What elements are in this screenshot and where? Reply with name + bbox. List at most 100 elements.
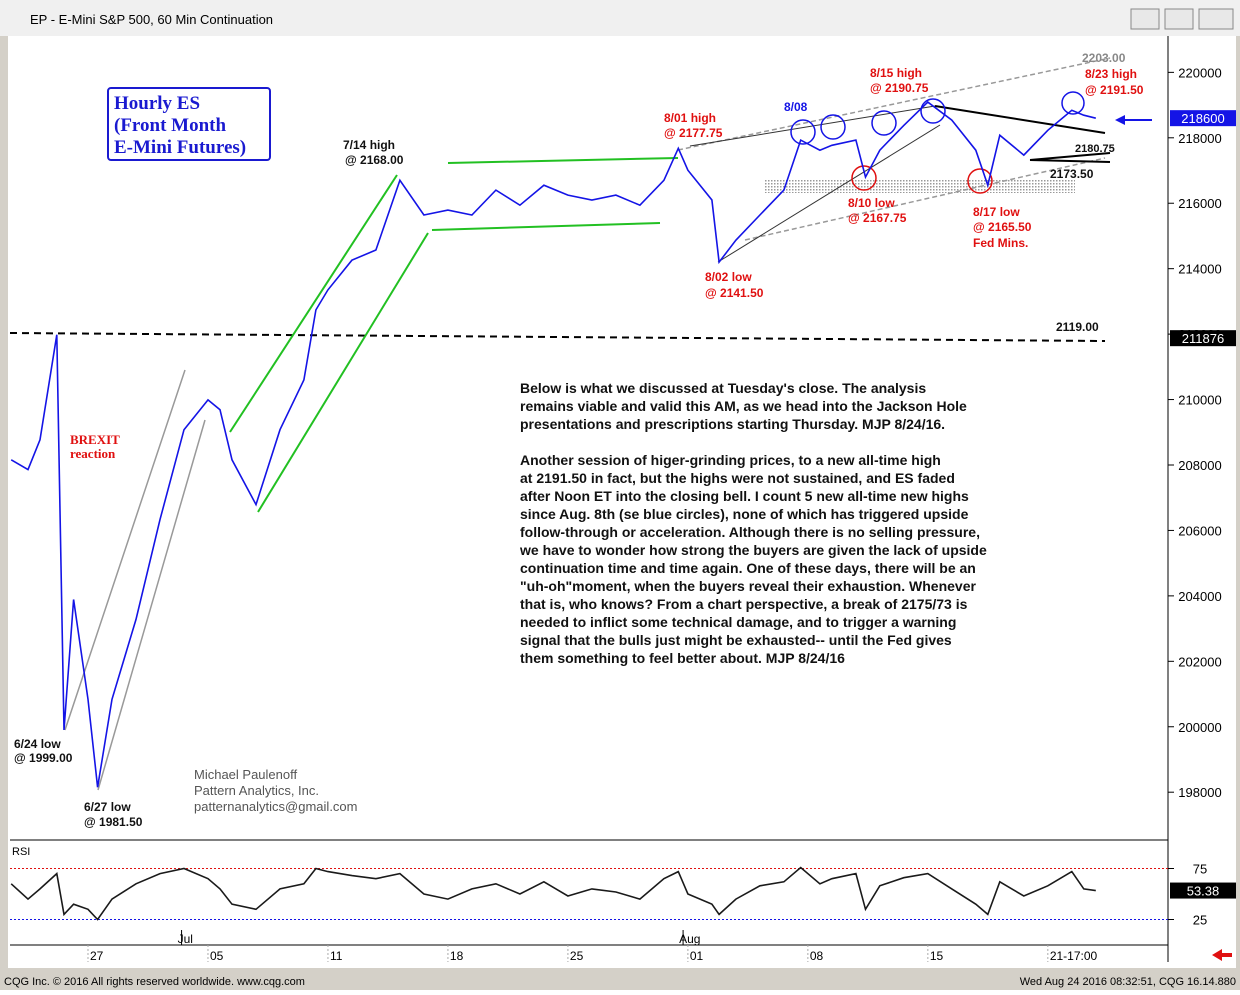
annotation: BREXIT (70, 432, 120, 447)
annotation: @ 2190.75 (870, 81, 929, 95)
status-bar (0, 970, 1240, 990)
box-line: (Front Month (114, 115, 226, 136)
minimize-button[interactable] (1130, 8, 1160, 30)
y-tick-label: 218000 (1178, 131, 1221, 146)
trend-line (717, 124, 941, 263)
status-left: CQG Inc. © 2016 All rights reserved worl… (4, 976, 305, 988)
annotation: 8/23 high (1085, 67, 1137, 81)
trend-line (677, 57, 1111, 151)
trend-line (97, 419, 206, 791)
high-circle (790, 119, 816, 145)
annotation: @ 2141.50 (705, 286, 764, 300)
annotation: 2180.75 (1075, 143, 1115, 155)
month-label: Jul (178, 932, 193, 946)
pane-title: RSI (12, 846, 30, 858)
close-button[interactable] (1198, 8, 1234, 30)
trend-line (1029, 159, 1111, 163)
trend-line (229, 174, 398, 433)
annotation: @ 2168.00 (345, 153, 404, 167)
y-tick-label: 208000 (1178, 458, 1221, 473)
box-line: E-Mini Futures) (114, 137, 246, 158)
support-band (765, 180, 1075, 193)
y-tick-label: 198000 (1178, 785, 1221, 800)
commentary-line: continuation time and time again. One of… (520, 560, 976, 576)
y-tick-label: 75 (1193, 862, 1207, 877)
annotation: @ 1981.50 (84, 815, 143, 829)
month-label: Aug (679, 932, 700, 946)
maximize-button[interactable] (1164, 8, 1194, 30)
x-tick-label: 27 (90, 949, 104, 963)
annotation: 8/17 low (973, 205, 1020, 219)
y-tick-label: 200000 (1178, 720, 1221, 735)
annotation: 6/24 low (14, 737, 61, 751)
commentary-line: we have to wonder how strong the buyers … (519, 542, 987, 558)
price-marker-label: 53.38 (1187, 884, 1220, 899)
trend-line (257, 232, 429, 513)
commentary-line: signal that the bulls just might be exha… (520, 632, 952, 648)
y-tick-label: 210000 (1178, 393, 1221, 408)
price-marker (1170, 110, 1236, 127)
annotation: 2203.00 (1082, 51, 1126, 65)
annotation: @ 2177.75 (664, 126, 723, 140)
high-circle (871, 110, 897, 136)
annotation: 2173.50 (1050, 167, 1094, 181)
x-tick-label: 08 (810, 949, 824, 963)
high-circle (920, 98, 946, 124)
x-tick-label: 25 (570, 949, 584, 963)
annotation: 8/02 low (705, 270, 752, 284)
commentary-line: Another session of higer-grinding prices… (520, 452, 941, 468)
commentary-line: that is, who knows? From a chart perspec… (520, 596, 968, 612)
x-tick-label: 01 (690, 949, 704, 963)
annotation: @ 1999.00 (14, 751, 73, 765)
low-circle (851, 165, 877, 191)
commentary-line: follow-through or acceleration. Although… (520, 524, 980, 540)
commentary-line: Below is what we discussed at Tuesday's … (520, 380, 926, 396)
price-line (10, 866, 1096, 921)
low-circle (967, 168, 993, 194)
y-tick-label: 204000 (1178, 589, 1221, 604)
high-circle (820, 114, 846, 140)
x-tick-label: 18 (450, 949, 464, 963)
y-tick-label: 216000 (1178, 196, 1221, 211)
scroll-arrow[interactable] (1212, 949, 1232, 961)
x-tick-label: 15 (930, 949, 944, 963)
x-tick-label: 11 (330, 949, 343, 963)
trend-line (689, 105, 936, 147)
y-tick-label: 202000 (1178, 654, 1221, 669)
x-tick-label: 21-17:00 (1050, 949, 1098, 963)
price-marker-label: 218600 (1181, 111, 1224, 126)
annotation: @ 2165.50 (973, 220, 1032, 234)
commentary-line: remains viable and valid this AM, as we … (520, 398, 967, 414)
trend-line (744, 157, 1106, 241)
trend-line (447, 157, 679, 164)
annotation: 2119.00 (1056, 320, 1099, 334)
arrow-head (1115, 115, 1125, 125)
price-marker (1170, 882, 1236, 899)
commentary-line: since Aug. 8th (se blue circles), none o… (520, 506, 969, 522)
commentary-line: presentations and prescriptions starting… (520, 416, 945, 432)
author: Pattern Analytics, Inc. (194, 783, 319, 798)
annotation: 8/10 low (848, 196, 895, 210)
annotation: Fed Mins. (973, 236, 1028, 250)
commentary-line: after Noon ET into the closing bell. I c… (520, 488, 969, 504)
price-marker (1170, 330, 1236, 347)
status-right: Wed Aug 24 2016 08:32:51, CQG 16.14.880 (1020, 976, 1236, 988)
level-line (9, 332, 1106, 342)
price-marker-label: 211876 (1182, 331, 1224, 346)
y-tick-label: 214000 (1178, 262, 1221, 277)
commentary-line: needed to inflict some technical damage,… (520, 614, 956, 630)
trend-line (431, 222, 661, 231)
annotation: 6/27 low (84, 800, 131, 814)
annotation: 8/01 high (664, 111, 716, 125)
annotation: @ 2191.50 (1085, 83, 1144, 97)
annotations: 7/14 high @ 2168.00 8/01 high @ 2177.75 … (14, 51, 1144, 829)
box-line: Hourly ES (114, 93, 200, 114)
high-circle (1061, 91, 1085, 115)
annotation: 8/08 (784, 100, 808, 114)
annotation: @ 2167.75 (848, 211, 907, 225)
y-tick-label: 220000 (1178, 65, 1221, 80)
trend-line (1029, 152, 1111, 161)
y-tick-label: 25 (1193, 913, 1207, 928)
title-bar (0, 0, 1240, 36)
